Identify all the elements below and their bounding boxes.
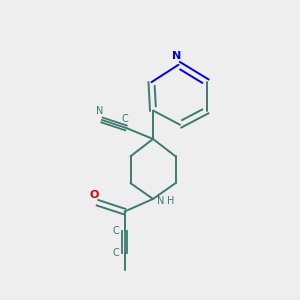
Text: N: N: [158, 196, 165, 206]
Text: H: H: [167, 196, 175, 206]
Text: N: N: [96, 106, 103, 116]
Text: C: C: [112, 226, 119, 236]
Text: C: C: [121, 114, 128, 124]
Text: O: O: [90, 190, 99, 200]
Text: N: N: [172, 51, 182, 61]
Text: C: C: [112, 248, 119, 258]
